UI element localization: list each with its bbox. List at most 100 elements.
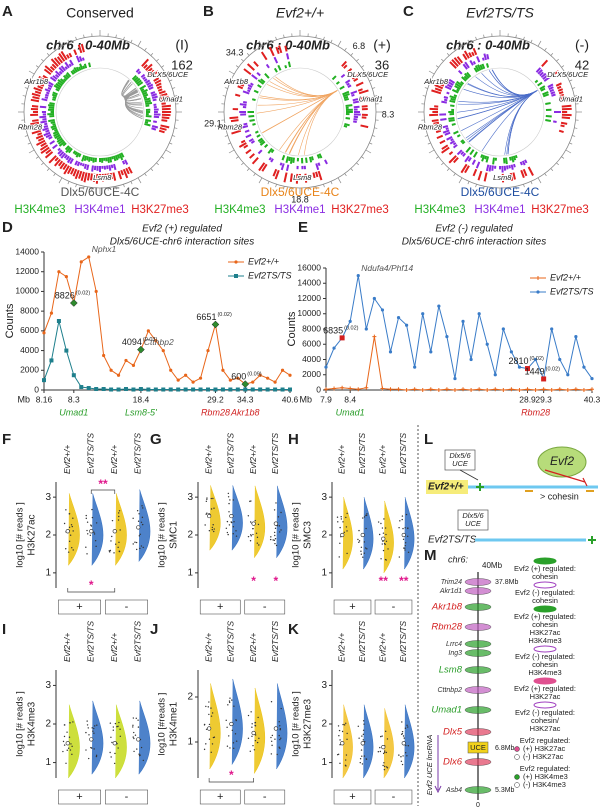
ring-tick [523,184,525,188]
track-bar [360,96,368,100]
jitter-dot [407,726,409,728]
track-bar [440,118,447,121]
track-bar [68,52,73,58]
track-bar [70,167,75,175]
ring-tick [222,95,226,97]
jitter-dot [67,551,70,553]
jitter-dot [227,492,230,495]
genotype-label: Evf2TS/TS [86,621,96,662]
ring-tick [161,65,165,68]
track-bar [485,164,490,172]
track-bar [51,93,58,98]
jitter-dot [110,540,112,542]
jitter-dot [250,534,252,536]
ring-tick [572,87,576,89]
data-point [266,376,270,380]
ring-tick [561,65,565,68]
track-bar [145,119,152,122]
track-bar [90,173,93,181]
jitter-dot [278,746,280,748]
data-point [509,387,514,392]
ring-tick [172,135,176,137]
track-bar [52,91,58,96]
track-bar [449,61,457,69]
y-tick-label: 2 [187,530,193,541]
ring-tick [372,87,376,89]
ring-tick [458,177,463,184]
ring-tick [83,34,85,38]
legend-text: cohesin [532,596,558,605]
ring-tick [28,149,35,154]
track-bar [64,66,68,70]
ring-tick [565,70,572,75]
data-point [154,339,158,343]
x-tick-label: 8.3 [68,394,80,404]
track-bar [86,172,91,181]
track-bar [140,88,145,92]
gene-label: Dlx5 [443,727,463,738]
track-bar [54,73,60,79]
ring-tick [130,181,133,185]
track-bar [341,60,348,67]
track-bar [249,119,255,122]
track-bar [344,122,350,127]
track-bar [449,99,456,104]
jitter-dot [250,535,253,537]
jitter-dot [111,535,113,538]
track-bar [460,151,465,156]
data-point [124,387,128,392]
jitter-dot [206,497,208,499]
legend-icon [533,605,557,613]
track-bar [537,81,543,87]
inner-ring [255,67,345,157]
ring-tick [28,70,35,75]
violin [138,700,151,775]
track-bar [38,75,47,82]
jitter-dot [137,719,139,721]
track-bar [448,151,454,156]
jitter-dot [141,505,143,507]
gene-label: DLX5/6UCE [347,70,389,79]
track-bar [285,156,290,163]
track-bar [483,53,487,61]
track-bar [160,95,169,100]
data-point [191,387,196,392]
jitter-dot [404,544,406,547]
interaction-arc [259,90,338,101]
track-bar [246,63,255,71]
track-bar [56,137,63,143]
track-bar [257,137,263,143]
group-label: - [125,601,129,613]
circos-title: Evf2TS/TS [466,5,534,21]
ring-tick [228,149,235,154]
jitter-dot [399,520,401,522]
jitter-dot [65,762,67,764]
track-bar [324,159,328,165]
jitter-dot [110,736,112,738]
track-bar [110,156,114,160]
track-bar [435,129,442,134]
jitter-dot [338,729,341,732]
track-bar [49,102,55,105]
track-bar [312,172,316,179]
jitter-dot [276,753,278,756]
track-bar [141,58,149,67]
median [89,737,94,742]
jitter-dot [363,541,366,543]
bait-label: Dlx5/6UCE-4C [461,185,540,199]
violin [404,704,415,779]
jitter-dot [211,529,213,531]
data-point [56,319,61,323]
track-bar [460,81,465,85]
ring-tick [227,142,231,145]
jitter-dot [132,724,134,726]
panel-letter: K [288,621,299,638]
ring-tick [561,156,565,159]
data-point [153,387,158,392]
jitter-dot [132,717,135,719]
jitter-dot [205,705,207,708]
track-bar [453,157,459,164]
data-point [469,388,474,392]
track-bar [44,88,51,93]
jitter-dot [132,736,134,738]
